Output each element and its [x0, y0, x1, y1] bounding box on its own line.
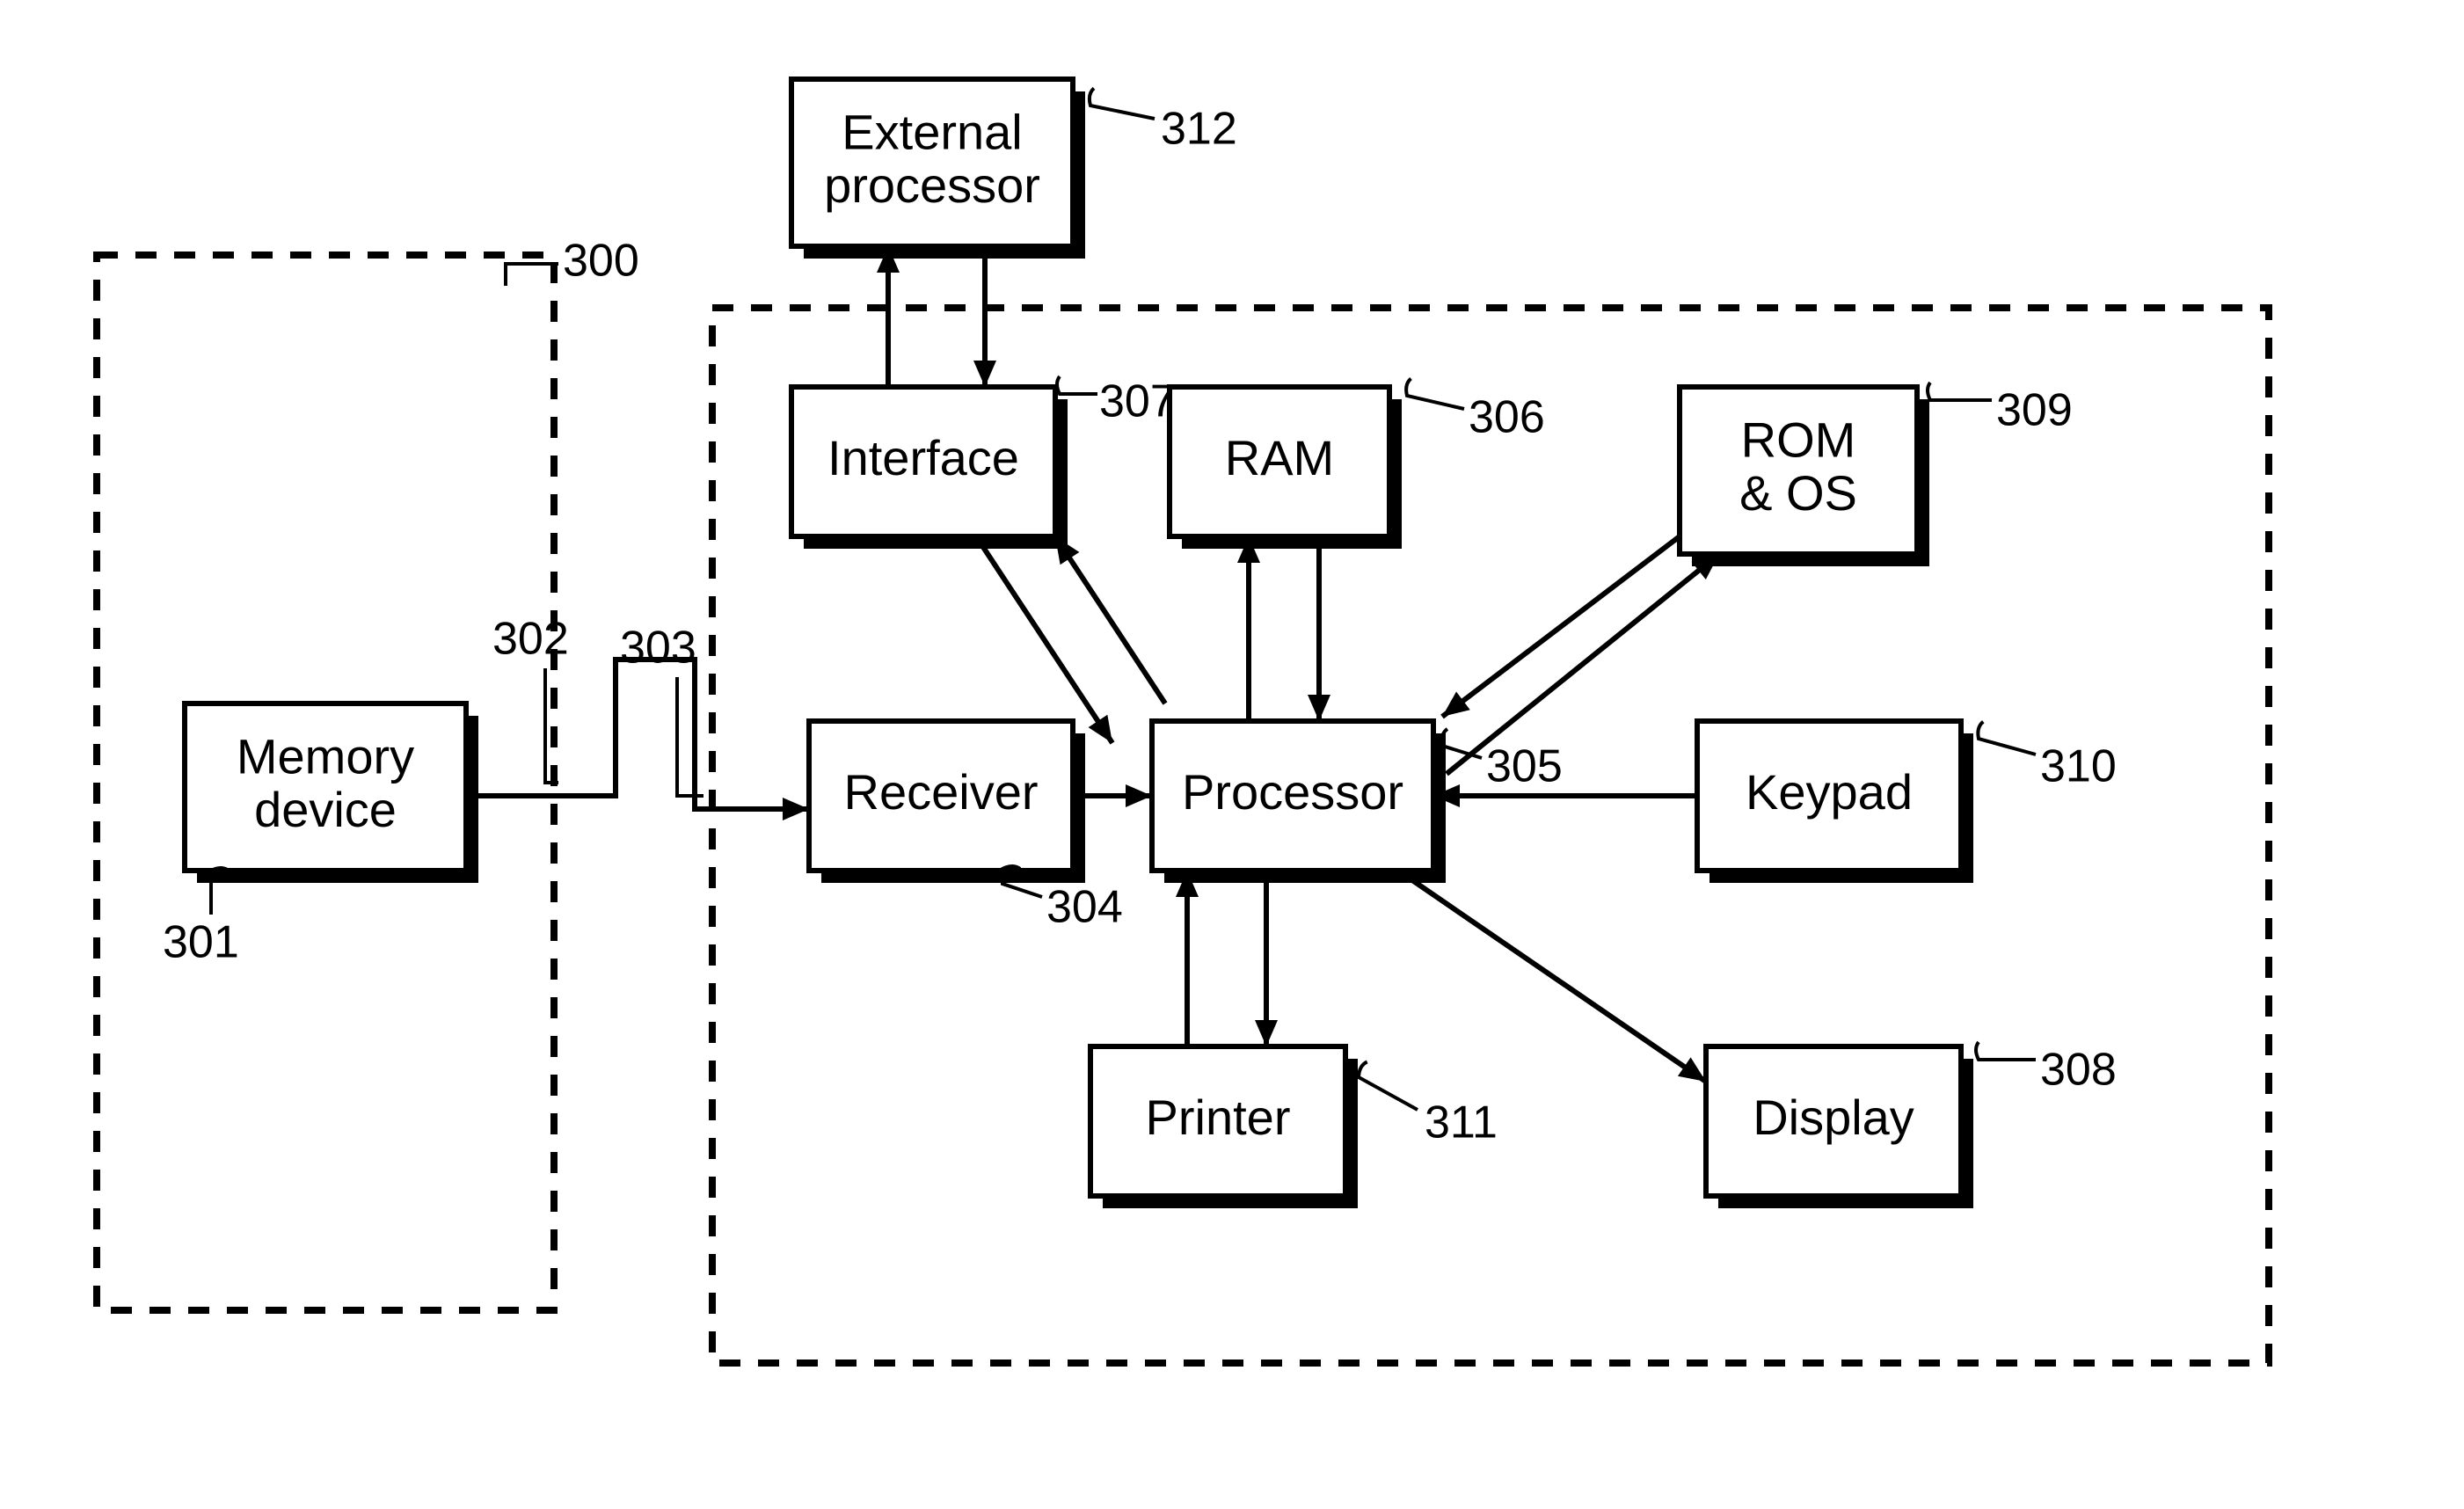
ref-label-305: 305	[1486, 741, 1563, 792]
ref-label-304: 304	[1046, 882, 1123, 933]
node-processor: Processor	[1152, 721, 1446, 883]
node-memory_device: Memorydevice	[185, 703, 478, 883]
ref-label-311: 311	[1425, 1097, 1498, 1148]
node-printer: Printer	[1090, 1046, 1358, 1208]
node-rom_os-label: & OS	[1739, 465, 1857, 521]
arrowhead	[783, 798, 809, 820]
node-rom_os-label: ROM	[1741, 412, 1856, 468]
node-keypad-label: Keypad	[1746, 764, 1913, 820]
node-display: Display	[1706, 1046, 1973, 1208]
node-display-label: Display	[1753, 1090, 1914, 1145]
node-ram: RAM	[1170, 387, 1402, 549]
node-rom_os: ROM& OS	[1680, 387, 1929, 566]
ref-leader-309	[1928, 383, 1992, 400]
node-printer-label: Printer	[1146, 1090, 1291, 1145]
node-interface: Interface	[791, 387, 1068, 549]
ref-label-306: 306	[1469, 392, 1545, 443]
ref-leader-310	[1978, 722, 2036, 754]
ref-label-301: 301	[163, 917, 239, 968]
node-receiver: Receiver	[809, 721, 1085, 883]
ref-leader-308	[1976, 1042, 2036, 1060]
edge	[1398, 871, 1706, 1082]
diagram-svg: Memorydevice Externalprocessor Interface RA…	[0, 0, 2464, 1509]
ref-label-312: 312	[1161, 104, 1237, 155]
arrowhead	[1308, 695, 1330, 721]
arrowhead	[973, 361, 996, 387]
ref-label-307: 307	[1099, 376, 1176, 427]
node-interface-label: Interface	[827, 430, 1019, 485]
node-keypad: Keypad	[1697, 721, 1973, 883]
arrowhead	[1089, 715, 1112, 743]
ref-label-302: 302	[492, 614, 569, 665]
ref-label-309: 309	[1996, 385, 2073, 436]
edge	[976, 536, 1112, 743]
arrowhead	[1126, 784, 1152, 807]
node-memory_device-label: Memory	[237, 729, 414, 784]
edge	[1442, 536, 1680, 717]
ref-leader-311	[1359, 1062, 1418, 1111]
node-memory_device-label: device	[254, 782, 397, 837]
ref-leader-307	[1057, 376, 1097, 394]
node-external_proc-label: processor	[824, 157, 1040, 213]
node-ram-label: RAM	[1225, 430, 1334, 485]
node-processor-label: Processor	[1182, 764, 1403, 820]
arrowhead	[1678, 1057, 1706, 1082]
ref-label-308: 308	[2040, 1045, 2117, 1096]
ref-label-300: 300	[563, 236, 639, 287]
arrowhead	[1255, 1020, 1278, 1046]
edge	[466, 660, 809, 809]
ref-label-310: 310	[2040, 741, 2117, 792]
diagram-canvas: Memorydevice Externalprocessor Interface RA…	[0, 0, 2464, 1509]
ref-leader-303	[677, 677, 703, 796]
ref-leader-312	[1090, 88, 1155, 119]
node-external_proc-label: External	[842, 105, 1022, 160]
ref-leader-306	[1406, 379, 1464, 410]
node-receiver-label: Receiver	[844, 764, 1039, 820]
ref-label-303: 303	[620, 623, 696, 674]
node-external_proc: Externalprocessor	[791, 79, 1085, 259]
